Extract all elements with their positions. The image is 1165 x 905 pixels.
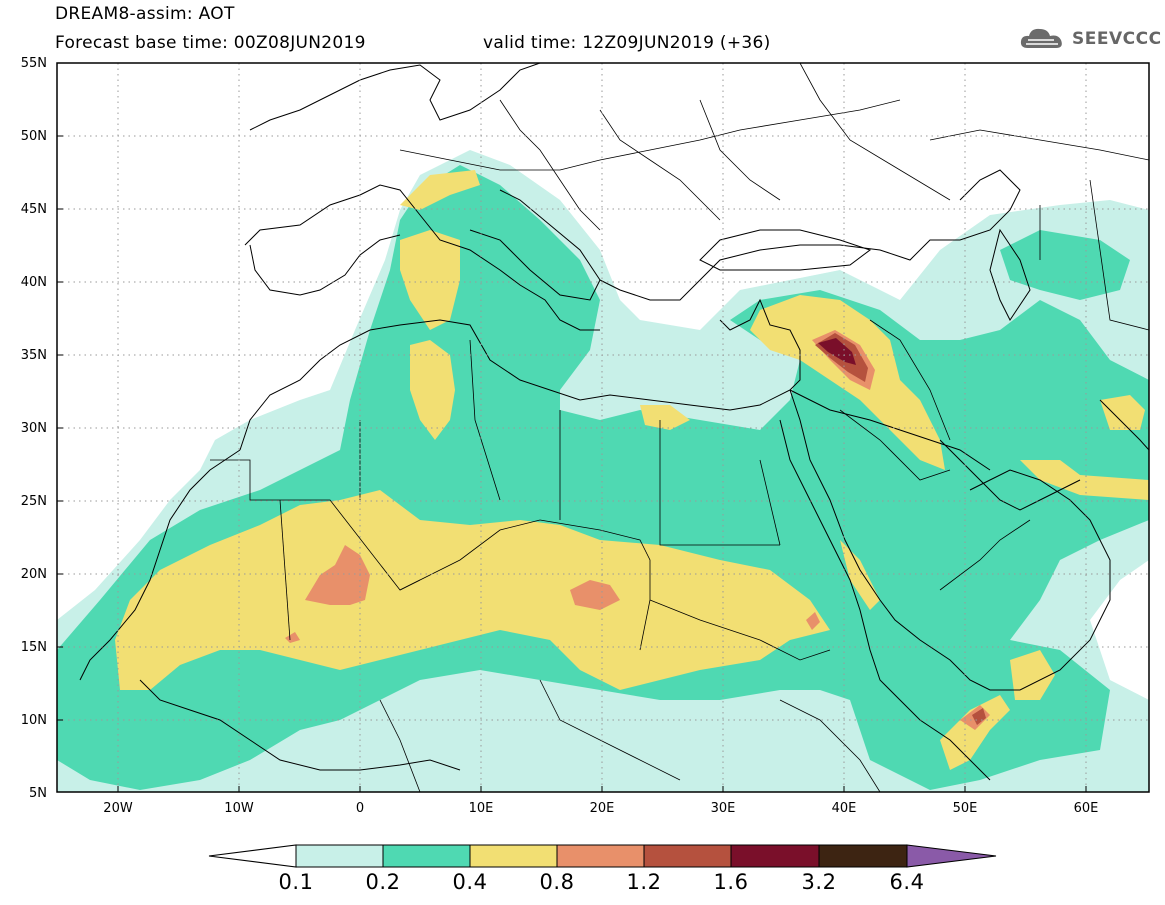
lat-label: 45N <box>21 202 47 217</box>
lat-label: 5N <box>29 786 47 801</box>
tick-marks <box>57 62 1087 793</box>
colorbar-bin <box>643 844 732 868</box>
colorbar-label: 3.2 <box>801 870 837 894</box>
lat-label: 15N <box>21 640 47 655</box>
lon-label: 60E <box>1074 801 1099 816</box>
logo-text: SEEVCCC <box>1072 29 1162 49</box>
aot-field <box>57 150 1149 792</box>
map-title: DREAM8-assim: AOT <box>55 4 235 24</box>
colorbar-low-arrow <box>208 844 297 868</box>
colorbar-label: 0.4 <box>452 870 488 894</box>
lon-label: 10E <box>469 801 494 816</box>
colorbar-label: 6.4 <box>889 870 925 894</box>
lat-labels: 5N 10N 15N 20N 25N 30N 35N 40N 45N 50N 5… <box>21 56 47 801</box>
colorbar-bin <box>818 844 908 868</box>
lat-label: 20N <box>21 567 47 582</box>
cloud-icon <box>1020 28 1062 48</box>
lon-label: 50E <box>953 801 978 816</box>
lat-label: 50N <box>21 129 47 144</box>
lat-label: 30N <box>21 421 47 436</box>
colorbar-label: 0.2 <box>365 870 401 894</box>
colorbar <box>208 844 997 868</box>
colorbar-bin <box>382 844 471 868</box>
grid-lines <box>57 63 1149 792</box>
lon-labels: 20W 10W 0 10E 20E 30E 40E 50E 60E <box>103 801 1098 816</box>
colorbar-bin <box>469 844 558 868</box>
valid-time: valid time: 12Z09JUN2019 (+36) <box>483 33 771 53</box>
lat-label: 25N <box>21 494 47 509</box>
lon-label: 30E <box>711 801 736 816</box>
lon-label: 20W <box>103 801 133 816</box>
colorbar-high-arrow <box>906 844 997 868</box>
lon-label: 0 <box>356 801 364 816</box>
lat-label: 10N <box>21 713 47 728</box>
seevccc-logo: SEEVCCC <box>1018 24 1162 54</box>
country-borders <box>210 63 1149 792</box>
lat-label: 40N <box>21 275 47 290</box>
forecast-base-time: Forecast base time: 00Z08JUN2019 <box>55 33 366 53</box>
lon-label: 20E <box>590 801 615 816</box>
colorbar-bin <box>295 844 384 868</box>
colorbar-label: 1.2 <box>626 870 662 894</box>
lat-label: 55N <box>21 56 47 71</box>
colorbar-bin <box>556 844 645 868</box>
lat-label: 35N <box>21 348 47 363</box>
colorbar-label: 1.6 <box>713 870 749 894</box>
colorbar-label: 0.1 <box>278 870 314 894</box>
colorbar-bin <box>730 844 820 868</box>
coastlines <box>79 63 1149 781</box>
lon-label: 10W <box>224 801 254 816</box>
colorbar-label: 0.8 <box>539 870 575 894</box>
lon-label: 40E <box>832 801 857 816</box>
